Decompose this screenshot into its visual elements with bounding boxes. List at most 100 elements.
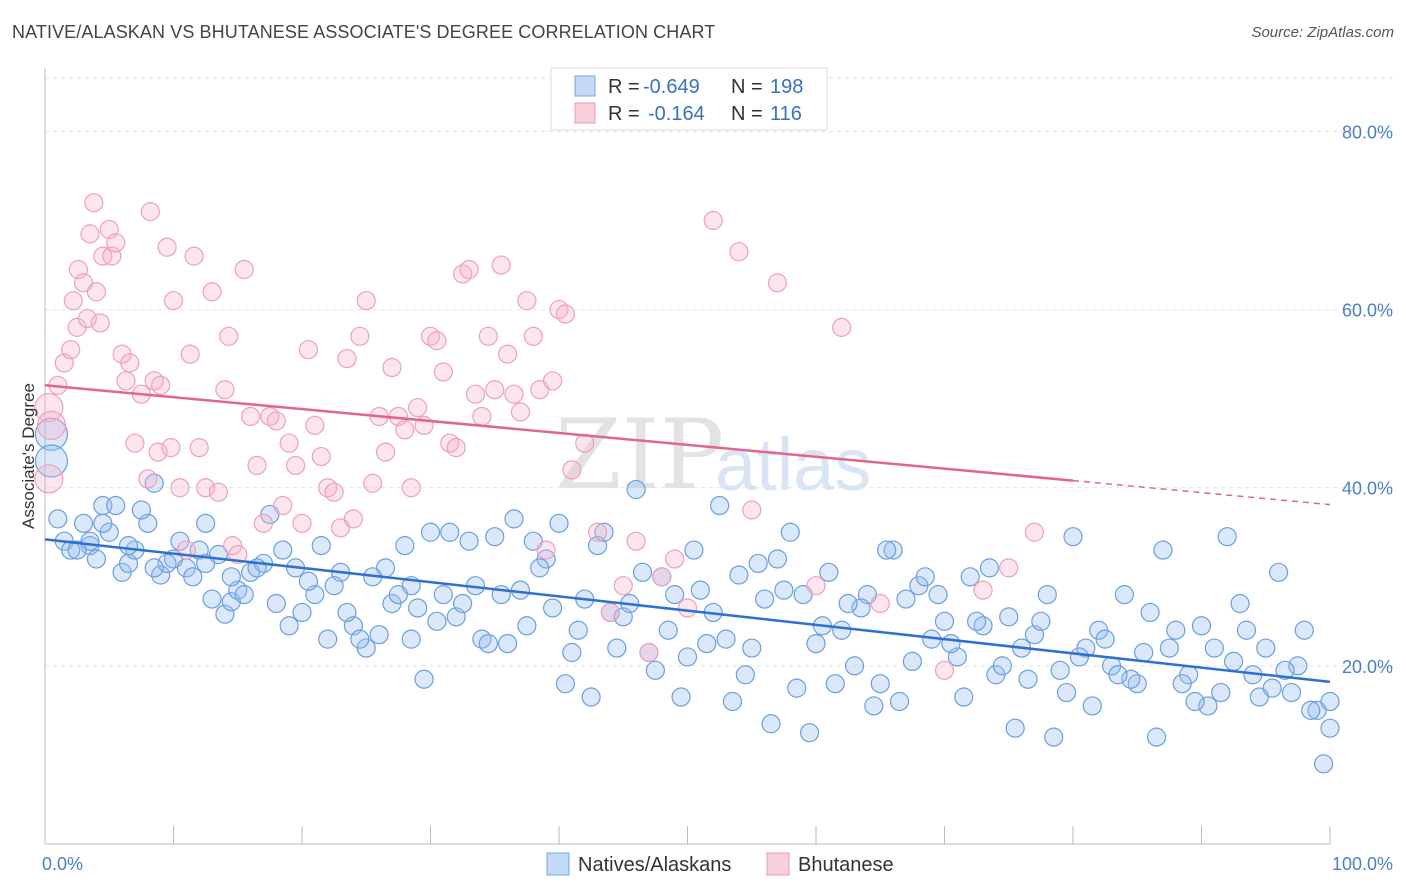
natives-point-146: [864, 696, 884, 716]
natives-point-178: [453, 593, 473, 614]
natives-point-113: [1288, 656, 1308, 676]
bhutanese-point-28: [151, 375, 171, 395]
bhutanese-point-79: [459, 259, 479, 280]
y-tick-label-2: 60.0%: [1342, 301, 1393, 321]
natives-point-117: [1236, 620, 1257, 640]
natives-point-105: [1268, 562, 1289, 582]
natives-point-101: [1217, 527, 1237, 547]
bhutanese-point-1: [36, 410, 67, 440]
bhutanese-point-44: [234, 259, 254, 280]
legend-swatch-natives: [574, 75, 596, 97]
natives-point-69: [806, 633, 826, 654]
legend-n-value-2: 116: [770, 103, 802, 125]
bhutanese-point-47: [253, 513, 274, 533]
natives-point-71: [832, 620, 852, 640]
bhutanese-point-30: [161, 438, 181, 458]
natives-point-189: [311, 536, 331, 556]
natives-point-50: [562, 642, 582, 663]
natives-point-143: [902, 651, 922, 672]
natives-point-138: [967, 611, 987, 631]
bhutanese-point-69: [395, 420, 415, 440]
natives-point-196: [221, 567, 241, 587]
legend-r-label-1: R =: [608, 76, 640, 98]
natives-point-173: [517, 616, 537, 636]
bhutanese-point-25: [140, 202, 160, 222]
bhutanese-point-67: [382, 357, 402, 378]
natives-point-58: [665, 585, 685, 605]
natives-point-168: [581, 687, 601, 707]
natives-point-169: [568, 620, 588, 640]
natives-point-5: [73, 513, 94, 533]
natives-point-116: [1249, 687, 1269, 707]
natives-point-205: [106, 495, 126, 516]
legend-bottom-bhutanese: Bhutanese: [798, 854, 894, 876]
natives-point-39: [420, 522, 441, 542]
natives-point-201: [157, 553, 177, 574]
bhutanese-point-11: [80, 224, 100, 244]
natives-point-134: [1018, 669, 1038, 689]
natives-point-141: [928, 585, 948, 605]
bhutanese-point-99: [613, 576, 633, 596]
natives-point-40: [433, 585, 453, 605]
legend-n-label-2: N =: [731, 103, 763, 125]
natives-point-27: [279, 616, 299, 636]
natives-point-121: [1185, 691, 1205, 712]
natives-point-179: [440, 522, 460, 542]
natives-point-38: [408, 598, 428, 618]
bhutanese-point-70: [401, 478, 421, 498]
bhutanese-point-20: [116, 371, 136, 391]
natives-point-126: [1121, 669, 1141, 689]
bhutanese-point-88: [517, 291, 537, 311]
natives-point-198: [196, 513, 216, 533]
natives-point-133: [1031, 611, 1051, 631]
x-tick-label-1: 100.0%: [1332, 854, 1393, 874]
bhutanese-point-105: [703, 210, 723, 231]
natives-point-157: [722, 691, 743, 712]
trend-line-bhutanese-extension: [1072, 479, 1331, 506]
natives-point-20: [202, 589, 222, 609]
bhutanese-point-114: [999, 558, 1019, 578]
bhutanese-point-52: [285, 455, 306, 476]
bhutanese-point-46: [247, 455, 267, 476]
natives-point-170: [555, 674, 576, 694]
natives-point-7: [86, 549, 107, 569]
bhutanese-point-49: [266, 411, 286, 431]
bhutanese-point-111: [870, 593, 890, 614]
legend-bottom: Natives/Alaskans Bhutanese: [546, 852, 894, 876]
natives-point-151: [799, 723, 820, 743]
trend-line-natives: [44, 538, 1331, 684]
bhutanese-point-92: [542, 371, 563, 391]
natives-point-97: [1166, 620, 1186, 640]
natives-point-100: [1204, 638, 1224, 658]
natives-point-60: [690, 580, 710, 600]
y-tick-label-3: 80.0%: [1342, 122, 1393, 142]
bhutanese-point-21: [120, 353, 140, 373]
legend-r-value-1: -0.649: [643, 76, 700, 98]
bhutanese-point-36: [189, 438, 209, 458]
natives-point-164: [632, 562, 653, 582]
natives-point-136: [992, 656, 1012, 676]
legend-top: R = -0.649 N = 198 R = -0.164 N = 116: [550, 67, 828, 131]
natives-point-111: [1313, 754, 1334, 774]
bhutanese-point-113: [973, 580, 993, 600]
bhutanese-point-115: [1024, 522, 1045, 542]
natives-point-45: [498, 633, 518, 654]
natives-point-76: [896, 589, 916, 609]
natives-point-183: [388, 585, 408, 605]
bhutanese-point-110: [832, 317, 852, 337]
bhutanese-point-22: [125, 433, 145, 453]
natives-point-36: [395, 536, 415, 556]
natives-point-88: [1050, 660, 1070, 680]
bhutanese-point-24: [138, 469, 158, 489]
bhutanese-point-87: [510, 402, 531, 422]
natives-point-28: [292, 602, 312, 623]
natives-point-155: [748, 553, 768, 574]
natives-point-190: [298, 571, 319, 591]
natives-point-181: [414, 669, 434, 689]
natives-point-109: [1320, 691, 1340, 712]
bhutanese-point-102: [652, 567, 672, 587]
natives-point-174: [504, 509, 524, 529]
natives-point-203: [131, 500, 151, 520]
natives-point-0: [34, 417, 69, 451]
bhutanese-point-77: [446, 438, 466, 458]
